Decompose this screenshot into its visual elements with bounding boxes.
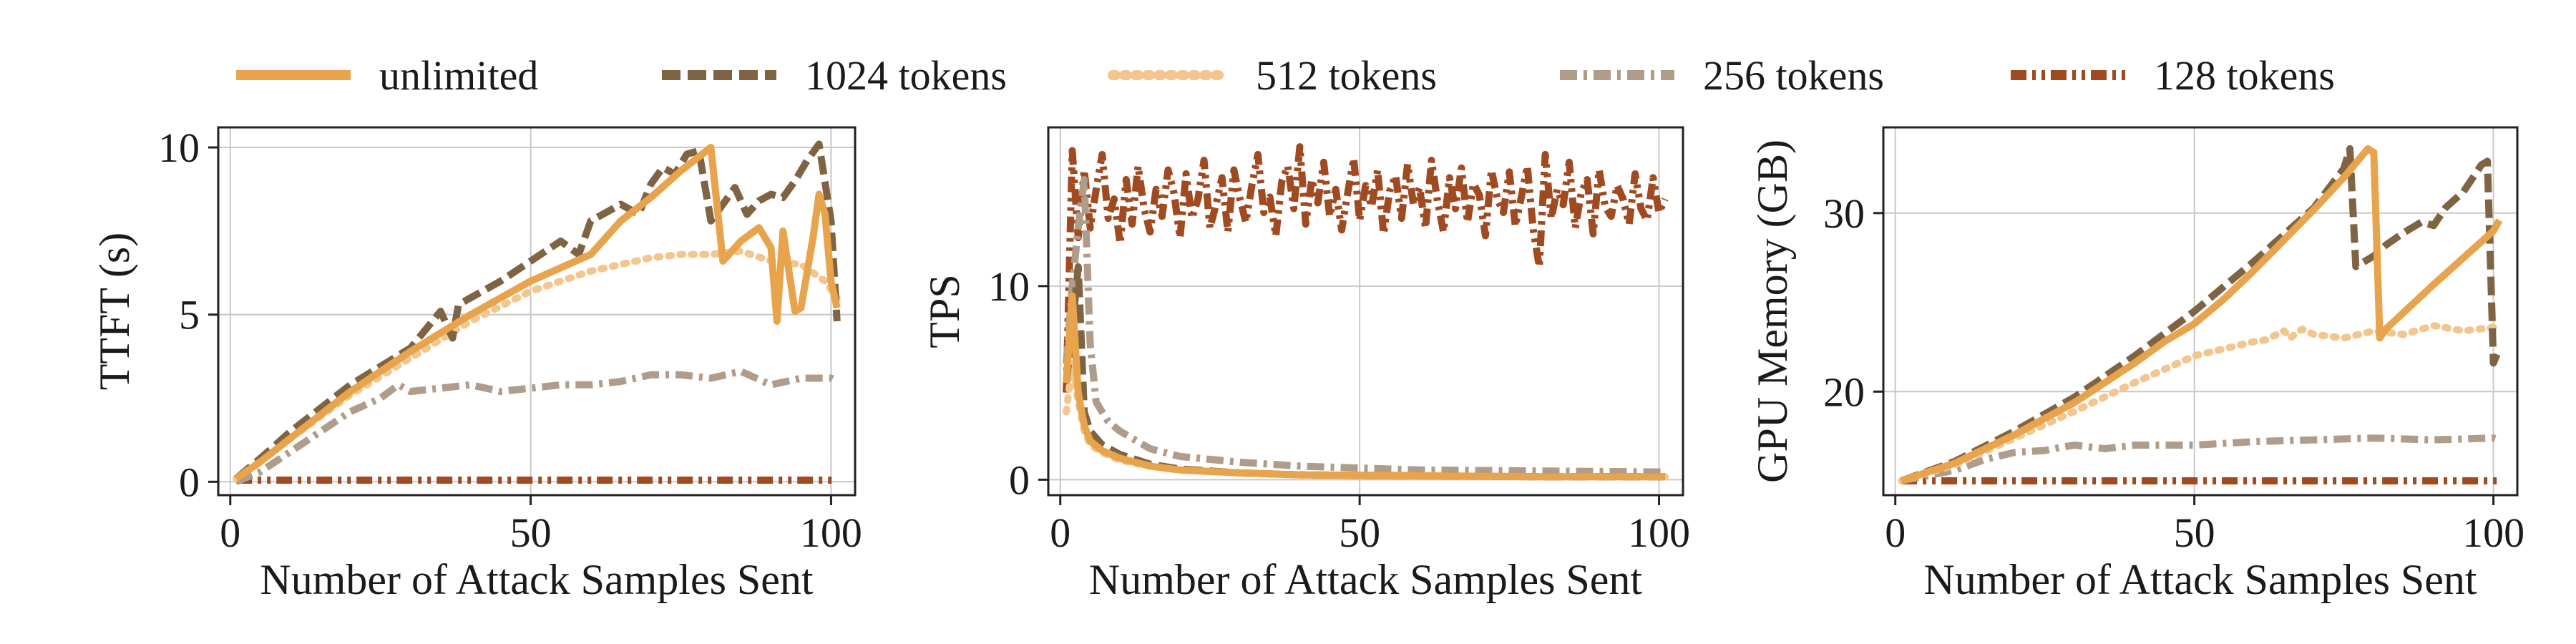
ttft-xtick-label-0: 0	[220, 509, 240, 556]
ttft-axes-frame	[217, 126, 857, 497]
tps-series-1024-tokens	[1063, 263, 1665, 481]
gpu-memory-y-axis-label: GPU Memory (GB)	[1749, 140, 1796, 483]
legend-label-unlimited: unlimited	[379, 52, 538, 99]
gpu-memory-ytick-label-0: 20	[1823, 369, 1865, 415]
ttft-ytick-label-2: 10	[158, 125, 200, 171]
ttft-xtick-label-2: 100	[800, 509, 862, 556]
gpu-memory-xtick-label-0: 0	[1885, 509, 1906, 556]
ttft-ytick-label-0: 0	[179, 459, 200, 505]
tps-ytick-label-0: 0	[1009, 457, 1030, 503]
legend-label-256-tokens: 256 tokens	[1703, 52, 1884, 99]
ttft-series-256-tokens	[235, 368, 839, 485]
ttft-subplot: 0 50 100 0 5 10 Number of Attack Samples Sent T…	[91, 125, 862, 603]
tps-series-128-tokens	[1063, 143, 1669, 393]
tps-series-unlimited	[1063, 292, 1665, 481]
gpu-memory-series-unlimited	[1900, 145, 2503, 484]
gpu-memory-x-axis-label: Number of Attack Samples Sent	[1923, 556, 2477, 603]
tps-series-512-tokens	[1063, 360, 1669, 481]
tps-xtick-label-2: 100	[1628, 509, 1690, 556]
tps-series-256-tokens	[1063, 176, 1665, 476]
tps-x-axis-label: Number of Attack Samples Sent	[1089, 556, 1643, 603]
ttft-series-unlimited	[234, 144, 841, 482]
gpu-memory-ytick-label-1: 30	[1823, 190, 1865, 237]
gpu-memory-xtick-label-2: 100	[2462, 509, 2524, 556]
legend-label-128-tokens: 128 tokens	[2154, 52, 2335, 99]
legend-label-1024-tokens: 1024 tokens	[805, 52, 1007, 99]
gpu-memory-subplot: 0 50 100 20 30 Number of Attack Samples Sent G…	[1749, 126, 2524, 603]
tps-xtick-label-0: 0	[1050, 509, 1070, 556]
ttft-ytick-label-1: 5	[179, 292, 200, 338]
tps-subplot: 0 50 100 0 10 Number of Attack Samples Sent TP…	[921, 126, 1690, 603]
tps-axes-frame	[1047, 126, 1684, 497]
ttft-series-1024-tokens	[233, 140, 841, 482]
legend-label-512-tokens: 512 tokens	[1256, 52, 1437, 99]
gpu-memory-xtick-label-1: 50	[2174, 509, 2215, 556]
gpu-memory-series-1024-tokens	[1900, 145, 2503, 484]
ttft-x-axis-label: Number of Attack Samples Sent	[260, 556, 814, 603]
gpu-memory-series-256-tokens	[1901, 434, 2501, 484]
tps-xtick-label-1: 50	[1339, 509, 1380, 556]
ttft-xtick-label-1: 50	[510, 509, 552, 556]
tps-y-axis-label: TPS	[921, 274, 968, 348]
ttft-y-axis-label: TTFT (s)	[91, 233, 138, 391]
tps-ytick-label-1: 10	[988, 263, 1030, 310]
legend: unlimited 1024 tokens 512 tokens 256 tokens…	[236, 52, 2335, 99]
ttft-series-512-tokens	[233, 247, 841, 482]
gpu-memory-series-512-tokens	[1898, 322, 2503, 484]
gpu-memory-axes-frame	[1882, 126, 2519, 497]
